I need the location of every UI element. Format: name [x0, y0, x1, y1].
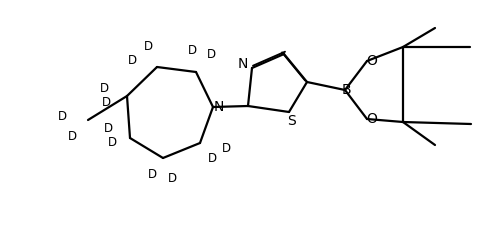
Text: D: D — [67, 130, 76, 143]
Text: N: N — [214, 100, 224, 114]
Text: D: D — [58, 110, 66, 124]
Text: D: D — [206, 49, 216, 61]
Text: D: D — [147, 168, 157, 182]
Text: D: D — [207, 152, 217, 164]
Text: D: D — [108, 136, 117, 149]
Text: S: S — [287, 114, 296, 128]
Text: D: D — [168, 171, 177, 185]
Text: D: D — [187, 43, 196, 57]
Text: D: D — [221, 142, 231, 155]
Text: D: D — [102, 97, 111, 109]
Text: B: B — [341, 83, 351, 97]
Text: D: D — [127, 54, 136, 67]
Text: D: D — [104, 122, 113, 134]
Text: O: O — [367, 54, 377, 68]
Text: D: D — [99, 82, 109, 94]
Text: D: D — [143, 40, 153, 54]
Text: O: O — [367, 112, 377, 126]
Text: N: N — [238, 57, 248, 71]
